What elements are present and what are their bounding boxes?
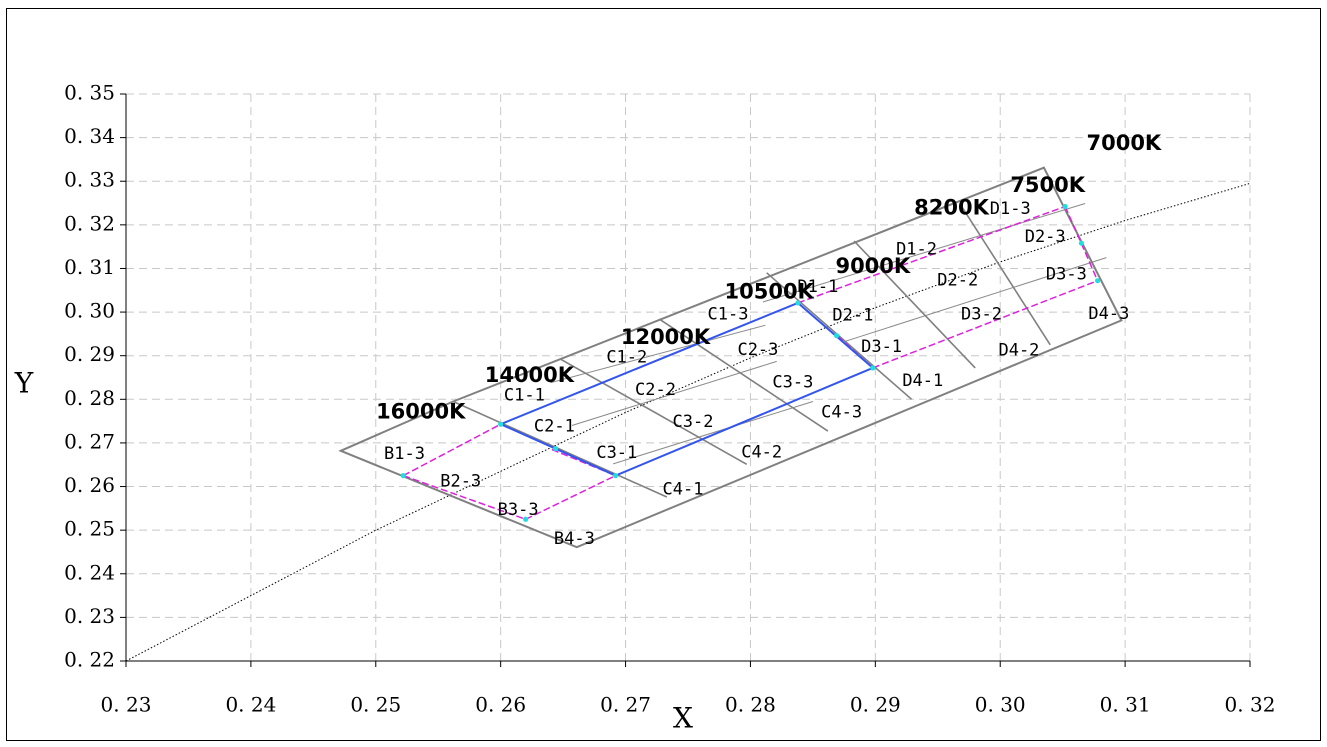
corner-point [612, 473, 619, 479]
y-tick-label: 0. 31 [64, 255, 115, 279]
corner-point [400, 473, 406, 479]
x-tick-label: 0. 29 [850, 693, 901, 717]
sub-bin-line [525, 474, 616, 520]
region-label: B2-3 [440, 471, 481, 491]
y-axis-label: Y [14, 367, 34, 400]
y-tick-label: 0. 25 [64, 517, 115, 541]
y-tick-label: 0. 27 [64, 429, 115, 453]
sub-bin-line [402, 423, 502, 477]
region-label: B1-3 [384, 444, 425, 464]
y-tick-label: 0. 23 [64, 604, 115, 628]
cct-label: 9000K [835, 254, 910, 278]
target-bin-line [500, 423, 617, 477]
cct-label: 8200K [914, 196, 989, 220]
corner-point [1062, 203, 1068, 210]
x-tick-label: 0. 24 [225, 693, 276, 717]
region-label: D4-1 [902, 371, 943, 391]
sub-bin-line [551, 448, 616, 477]
y-tick-label: 0. 22 [64, 648, 115, 672]
x-axis-label: X [673, 702, 693, 735]
region-label: C4-2 [741, 443, 782, 463]
region-label: C2-2 [635, 380, 676, 400]
x-tick-label: 0. 25 [350, 693, 401, 717]
corner-point [1078, 240, 1084, 246]
region-label: C1-1 [504, 385, 545, 405]
sub-bin-line [872, 280, 1098, 369]
region-label: D3-1 [861, 337, 902, 357]
sub-bin-line [403, 474, 526, 521]
region-label: B4-3 [554, 529, 595, 549]
x-tick-label: 0. 23 [101, 693, 152, 717]
region-label: C2-3 [737, 340, 778, 360]
y-tick-label: 0. 30 [64, 299, 115, 323]
cct-label: 12000K [621, 325, 711, 349]
region-label: C1-2 [606, 347, 647, 367]
cct-boundary-line [959, 203, 1051, 346]
region-label: D1-3 [990, 199, 1031, 219]
region-label: D1-2 [896, 239, 937, 259]
y-tick-label: 0. 32 [64, 211, 115, 235]
corner-point [795, 300, 801, 306]
corner-point [834, 333, 840, 339]
x-tick-label: 0. 27 [600, 693, 651, 717]
cct-boundary-line [452, 400, 668, 498]
y-tick-label: 0. 26 [64, 473, 115, 497]
region-label: B3-3 [498, 500, 539, 520]
region-label: D3-3 [1046, 265, 1087, 285]
corner-point [553, 445, 559, 452]
x-tick-label: 0. 26 [475, 693, 526, 717]
region-label: D4-3 [1088, 304, 1129, 324]
region-label: D4-2 [998, 340, 1039, 360]
corner-point [870, 365, 876, 371]
region-label: C3-1 [596, 443, 637, 463]
region-label: D2-2 [937, 271, 978, 291]
cct-label: 10500K [725, 279, 815, 303]
planckian-locus-line [125, 182, 1251, 662]
cct-boundary-line [853, 240, 976, 369]
region-label: C4-3 [821, 402, 862, 422]
y-tick-label: 0. 34 [64, 124, 115, 148]
region-label: C4-1 [663, 480, 704, 500]
region-label: C3-2 [673, 412, 714, 432]
cct-boundary-line [560, 358, 748, 465]
cct-label: 7500K [1010, 173, 1085, 197]
sub-bin-line [797, 205, 1066, 304]
y-tick-label: 0. 29 [64, 342, 115, 366]
y-tick-label: 0. 35 [64, 81, 115, 105]
y-tick-label: 0. 28 [64, 386, 115, 410]
cct-label: 7000K [1086, 131, 1161, 155]
target-bin-line [500, 301, 799, 426]
cct-label: 16000K [376, 399, 466, 423]
target-bin-line [615, 366, 874, 477]
region-label: C2-1 [534, 416, 575, 436]
region-label: C3-3 [772, 373, 813, 393]
cct-boundary-line [658, 318, 829, 432]
x-tick-label: 0. 32 [1225, 693, 1276, 717]
cct-label: 14000K [485, 363, 575, 387]
corner-point [523, 516, 529, 522]
chart-frame [6, 8, 1321, 741]
x-tick-label: 0. 28 [725, 693, 776, 717]
x-tick-label: 0. 30 [975, 693, 1026, 717]
x-tick-label: 0. 31 [1100, 693, 1151, 717]
region-label: D2-1 [832, 306, 873, 326]
region-divider-line [612, 401, 814, 465]
region-divider-line [571, 360, 777, 426]
region-label: D3-2 [961, 305, 1002, 325]
region-label: C1-3 [707, 305, 748, 325]
region-label: D2-3 [1025, 227, 1066, 247]
y-tick-label: 0. 24 [64, 560, 115, 584]
region-divider-line [762, 203, 1086, 303]
region-label: D1-1 [797, 277, 838, 297]
y-tick-label: 0. 33 [64, 168, 115, 192]
region-divider-line [843, 257, 1107, 343]
corner-point [498, 421, 504, 427]
corner-point [1095, 278, 1101, 284]
